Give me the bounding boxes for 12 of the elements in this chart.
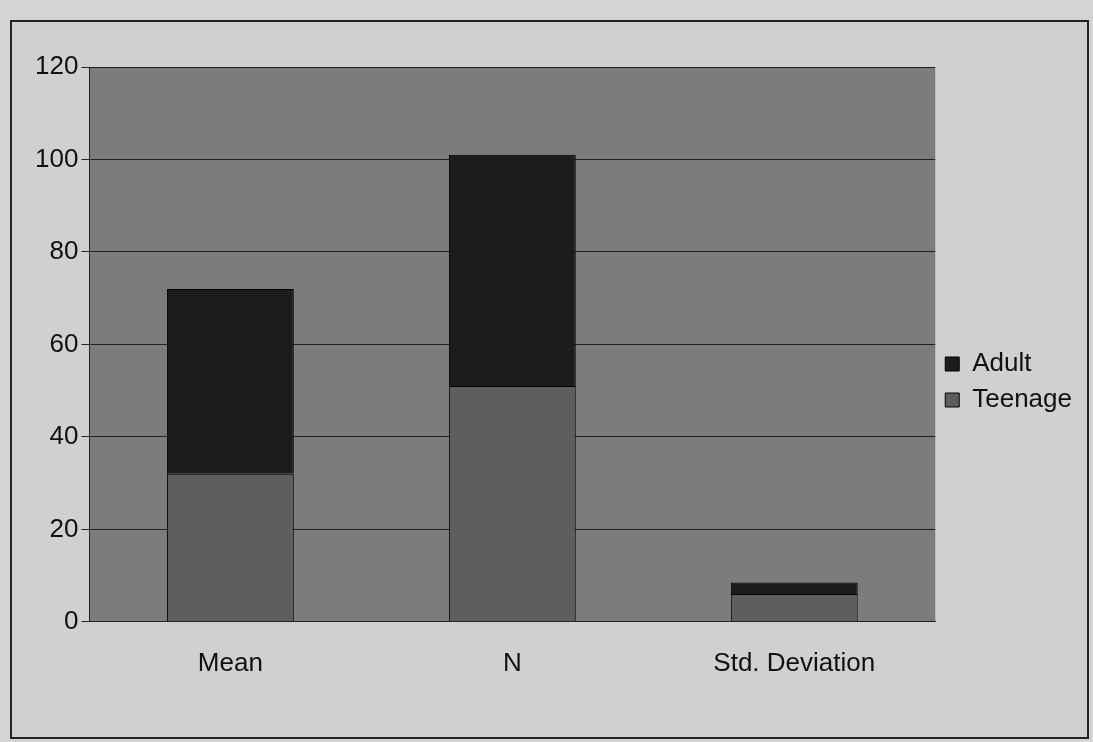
y-tick-label: 100	[34, 142, 79, 173]
x-tick-label: Mean	[197, 646, 263, 677]
y-tick-label: 80	[49, 235, 79, 266]
legend-label: Adult	[972, 347, 1033, 378]
legend-label: Teenage	[972, 383, 1073, 414]
y-tick-label: 0	[63, 604, 79, 635]
x-tick-label: Std. Deviation	[713, 646, 876, 677]
x-tick-label: N	[502, 646, 522, 677]
y-tick-label: 120	[34, 50, 79, 81]
y-tick-label: 20	[49, 512, 79, 543]
y-tick-label: 40	[49, 420, 79, 451]
y-tick-label: 60	[49, 327, 79, 358]
